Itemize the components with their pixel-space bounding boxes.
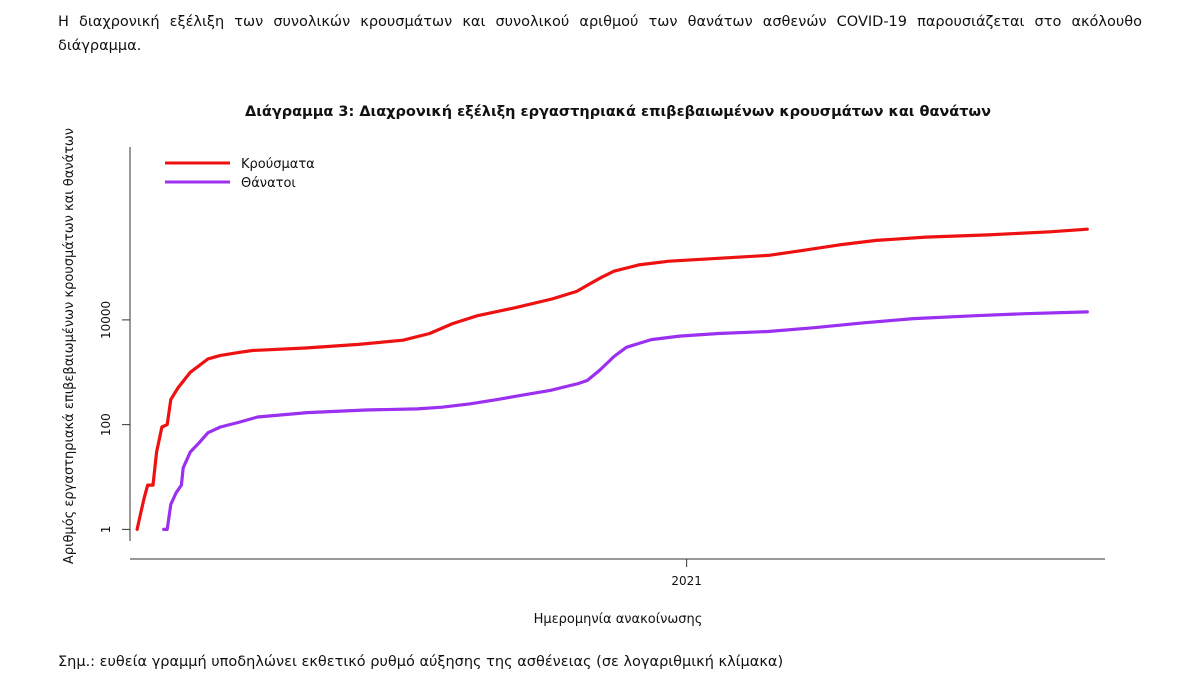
legend-label-cases: Κρούσματα bbox=[241, 157, 315, 172]
legend-label-deaths: Θάνατοι bbox=[241, 176, 296, 191]
series-line-cases bbox=[135, 227, 1089, 532]
x-ticks: 2021 bbox=[671, 559, 702, 588]
y-tick-label: 1 bbox=[99, 526, 113, 534]
x-tick-label: 2021 bbox=[671, 574, 702, 588]
y-axis-label: Αριθμός εργαστηριακά επιβεβαιωμένων κρου… bbox=[62, 128, 77, 564]
series-lines bbox=[135, 227, 1089, 532]
y-axis: 1 100 10000 bbox=[99, 147, 131, 541]
intro-paragraph: Η διαχρονική εξέλιξη των συνολικών κρουσ… bbox=[58, 14, 1142, 54]
y-tick-label: 10000 bbox=[99, 301, 113, 339]
series-line-deaths bbox=[162, 310, 1089, 532]
y-ticks: 1 100 10000 bbox=[99, 301, 130, 533]
chart-title: Διάγραμμα 3: Διαχρονική εξέλιξη εργαστηρ… bbox=[245, 104, 991, 120]
x-axis-label: Ημερομηνία ανακοίνωσης bbox=[534, 612, 703, 627]
x-axis: 2021 bbox=[130, 558, 1105, 588]
legend: Κρούσματα Θάνατοι bbox=[165, 157, 315, 191]
y-tick-label: 100 bbox=[99, 413, 113, 436]
footnote: Σημ.: ευθεία γραμμή υποδηλώνει εκθετικό … bbox=[58, 654, 784, 670]
